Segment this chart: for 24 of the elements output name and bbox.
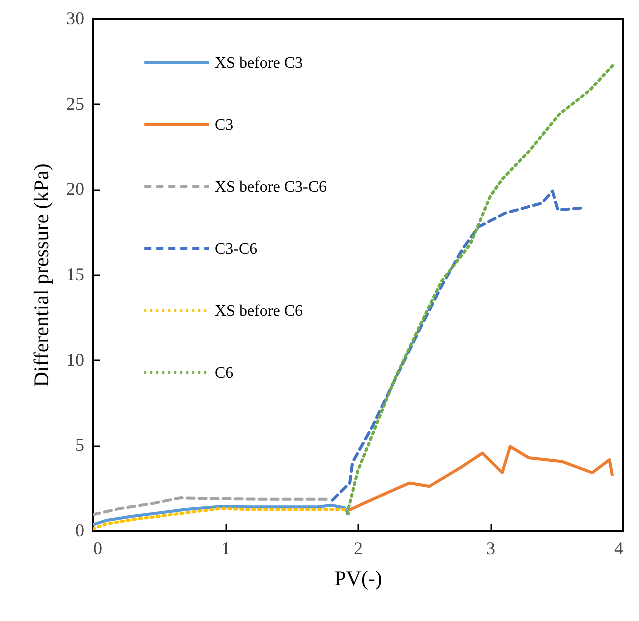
line-series (346, 62, 617, 516)
line-series (348, 445, 614, 512)
legend-label: XS before C6 (215, 303, 303, 320)
y-tick-label: 15 (66, 264, 84, 284)
legend-label: C6 (215, 365, 234, 382)
y-tick-label: 5 (76, 435, 84, 456)
y-tick-label: 20 (66, 179, 84, 200)
x-tick-label: 3 (486, 538, 496, 558)
line-series (331, 190, 582, 502)
line-series (93, 504, 350, 527)
legend-label: C3-C6 (215, 241, 258, 258)
x-tick-label: 4 (614, 538, 624, 558)
legend-label: C3 (215, 117, 234, 134)
legend-label: XS before C3-C6 (215, 179, 327, 196)
y-tick-label: 25 (66, 94, 84, 114)
legend-label: XS before C3 (215, 55, 303, 72)
x-tick-label: 1 (222, 538, 230, 558)
x-tick-label: 2 (354, 538, 363, 558)
x-tick-label: 0 (94, 538, 102, 558)
y-tick-label: 10 (66, 350, 84, 370)
y-tick-label: 0 (76, 520, 84, 540)
x-axis-title: PV(-) (334, 566, 382, 590)
y-tick-label: 30 (66, 8, 84, 28)
y-axis-title: Differential pressure (kPa) (30, 164, 54, 388)
